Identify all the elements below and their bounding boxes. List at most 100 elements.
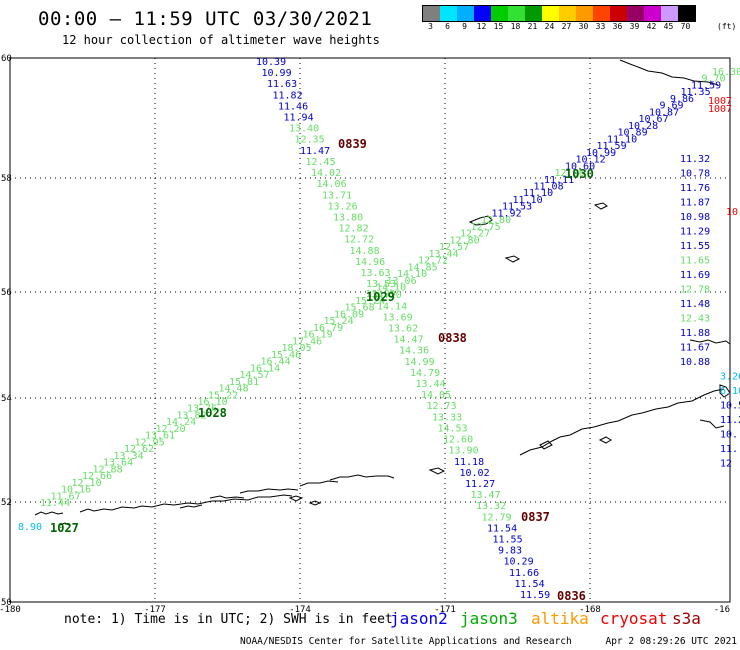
page-title: 00:00 – 11:59 UTC 03/30/2021 — [38, 8, 373, 30]
swh-value: 11.10 — [523, 188, 553, 199]
swh-value: 10.87 — [649, 107, 679, 118]
scale-swatch — [542, 6, 559, 21]
swh-value: 15.68 — [345, 303, 375, 314]
swh-value: 11.29 — [680, 227, 710, 238]
swh-value: 10.89 — [618, 128, 648, 139]
swh-value: 16.14 — [250, 363, 280, 374]
swh-value: 11.66 — [509, 568, 539, 579]
swh-value: 14.88 — [350, 246, 380, 257]
swh-value: 1007 — [708, 104, 732, 115]
scale-swatch — [474, 6, 491, 21]
footer-timestamp: Apr 2 08:29:26 UTC 2021 — [605, 636, 738, 647]
swh-value: 12.62 — [124, 444, 154, 455]
swh-value: 14.10 — [376, 283, 406, 294]
y-tick-label: 52 — [1, 498, 12, 508]
swh-value: 13.61 — [145, 431, 175, 442]
swh-value: 10.29 — [504, 557, 534, 568]
swh-value: 15.81 — [229, 377, 259, 388]
pass-time-label: 1027 — [50, 521, 79, 535]
swh-value: 15.46 — [271, 350, 301, 361]
swh-value: 10.99 — [586, 148, 616, 159]
scale-label: 36 — [612, 22, 623, 31]
swh-value: 11.10 — [513, 195, 543, 206]
swh-value: 16.19 — [303, 330, 333, 341]
scale-swatch — [644, 6, 661, 21]
swh-value: 14.10 — [397, 269, 427, 280]
swh-value: 14.48 — [219, 384, 249, 395]
pass-time-label: 1029 — [366, 290, 395, 304]
swh-value: 16.09 — [334, 309, 364, 320]
scale-swatch — [457, 6, 474, 21]
swh-value: 10.98 — [680, 212, 710, 223]
swh-value: 10.78 — [680, 169, 710, 180]
scale-label: 3 — [428, 22, 433, 31]
swh-value: 13.62 — [388, 324, 418, 335]
swh-value: 13.76 — [187, 404, 217, 415]
y-tick-label: 50 — [1, 598, 12, 608]
swh-value: 11.65 — [680, 256, 710, 267]
swh-value: 12.88 — [93, 464, 123, 475]
swh-value: 15.24 — [355, 296, 385, 307]
swh-values: 10.3910.9911.6311.8211.4611.9413.4012.35… — [18, 57, 740, 601]
scale-label: 21 — [527, 22, 538, 31]
color-scale-labels: 3 6 9 12 15 18 21 24 27 30 33 36 39 42 45 70 — [422, 22, 694, 31]
swh-value: 11.59 — [520, 590, 550, 601]
swh-value: 14.36 — [399, 346, 429, 357]
scale-label: 18 — [510, 22, 521, 31]
swh-value: 11.55 — [493, 534, 523, 545]
swh-value: 10.12 — [576, 155, 606, 166]
y-tick-label: 54 — [1, 394, 12, 404]
scale-swatch — [559, 6, 576, 21]
swh-value: 12.73 — [427, 401, 457, 412]
swh-value: 10.99 — [262, 68, 292, 79]
swh-value: 12.80 — [450, 235, 480, 246]
scale-label: 12 — [476, 22, 487, 31]
swh-value: 10.16 — [61, 485, 91, 496]
swh-value: 11.11 — [544, 175, 574, 186]
swh-value: 11.87 — [680, 198, 710, 209]
scale-label: 70 — [680, 22, 691, 31]
swh-value: 13.33 — [432, 412, 462, 423]
swh-value: 11.35 — [681, 87, 711, 98]
swh-value: 12.06 — [555, 168, 585, 179]
swh-value: 11.69 — [680, 270, 710, 281]
swh-value: 13.53 — [366, 279, 396, 290]
scale-swatch — [627, 6, 644, 21]
legend-item-jason3: jason3 — [460, 609, 518, 628]
swh-value: 11.32 — [680, 154, 710, 165]
swh-value: 12.43 — [680, 314, 710, 325]
swh-value: 12.95 — [135, 437, 165, 448]
swh-value: 11.67 — [51, 491, 81, 502]
swh-value: 14.85 — [408, 262, 438, 273]
scale-label: 6 — [445, 22, 450, 31]
scale-swatch — [440, 6, 457, 21]
swh-value: 13.71 — [322, 190, 352, 201]
swh-value: 13.82 — [177, 410, 207, 421]
swh-value: 12.27 — [460, 229, 490, 240]
y-tick-label: 58 — [1, 174, 12, 184]
scale-swatch — [678, 6, 695, 21]
pass-time-label: 0836 — [557, 589, 586, 603]
swh-value: 11.59 — [597, 141, 627, 152]
swh-value: 11.10 — [607, 134, 637, 145]
swh-value: 13.32 — [476, 501, 506, 512]
scale-label: 9 — [462, 22, 467, 31]
swh-value: 11.44 — [40, 498, 70, 509]
swh-value: 11.94 — [284, 113, 314, 124]
swh-value: 13.80 — [333, 212, 363, 223]
swh-value: 13.47 — [471, 490, 501, 501]
footer: NOAA/NESDIS Center for Satellite Applica… — [240, 636, 737, 647]
swh-value: 11.55 — [680, 241, 710, 252]
x-tick-label: -177 — [144, 605, 166, 615]
map-frame — [9, 57, 731, 603]
scale-label: 27 — [561, 22, 572, 31]
swh-value: 16.30 — [712, 67, 740, 78]
scale-label: 45 — [663, 22, 674, 31]
footnote: note: 1) Time is in UTC; 2) SWH is in fe… — [64, 612, 393, 627]
swh-value: 14.57 — [240, 370, 270, 381]
scale-swatch — [576, 6, 593, 21]
swh-value: 11.92 — [492, 208, 522, 219]
swh-value: 10.60 — [565, 161, 595, 172]
swh-value: 13.44 — [429, 249, 459, 260]
pass-time-label: 1028 — [198, 406, 227, 420]
